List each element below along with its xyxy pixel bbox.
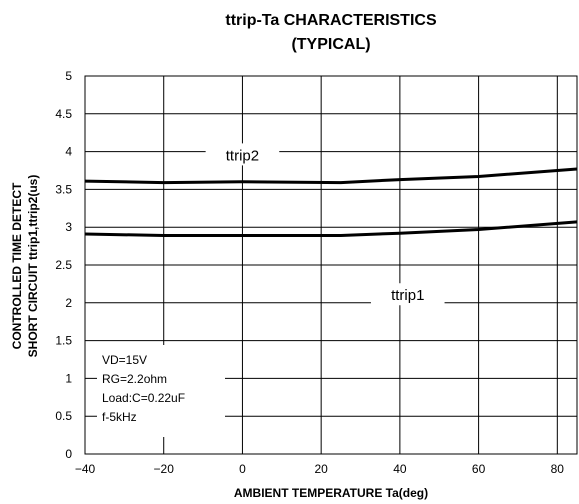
- annotation-background: [97, 345, 225, 437]
- chart-title-line-1: ttrip-Ta CHARACTERISTICS: [225, 12, 437, 29]
- y-tick-label: 4: [65, 145, 72, 159]
- gridlines: [84, 75, 578, 455]
- series-label-background: [370, 283, 445, 306]
- series-label-ttrip1: ttrip1: [391, 287, 424, 304]
- x-tick-label: 0: [239, 462, 246, 476]
- y-tick-label: 1.5: [55, 334, 72, 348]
- y-tick-labels: 0 0.5 1 1.5 2 2.5 3 3.5 4 4.5 5: [55, 69, 72, 461]
- x-tick-label: 40: [393, 462, 407, 476]
- chart-title-line-2: (TYPICAL): [291, 36, 370, 53]
- y-tick-label: 0: [65, 447, 72, 461]
- y-tick-label: 4.5: [55, 107, 72, 121]
- y-tick-label: 3: [65, 220, 72, 234]
- x-tick-label: 20: [314, 462, 328, 476]
- annotation-line: VD=15V: [102, 353, 147, 367]
- x-tick-label: 60: [472, 462, 486, 476]
- y-tick-label: 2.5: [55, 258, 72, 272]
- x-tick-label: −20: [154, 462, 175, 476]
- y-tick-label: 0.5: [55, 409, 72, 423]
- y-tick-label: 3.5: [55, 182, 72, 196]
- x-tick-labels: −40 −20 0 20 40 60 80: [75, 462, 564, 476]
- x-tick-label: −40: [75, 462, 96, 476]
- annotation-line: Load:C=0.22uF: [102, 391, 185, 405]
- series-line-ttrip2: [84, 167, 578, 185]
- series-labels: ttrip2 ttrip1: [205, 143, 445, 306]
- annotation-line: RG=2.2ohm: [102, 372, 167, 386]
- x-tick-label: 80: [551, 462, 565, 476]
- y-axis-label-line-2: SHORT CIRCUIT ttrip1,ttrip2(us): [26, 175, 40, 358]
- y-tick-label: 2: [65, 296, 72, 310]
- series-label-background: [205, 143, 280, 166]
- y-tick-label: 5: [65, 69, 72, 83]
- annotation-line: f-5kHz: [102, 410, 137, 424]
- series-lines: [84, 167, 578, 237]
- series-line-ttrip1: [84, 220, 578, 237]
- y-axis-label-line-1: CONTROLLED TIME DETECT: [10, 182, 24, 349]
- series-label-ttrip2: ttrip2: [226, 147, 259, 164]
- y-tick-label: 1: [65, 371, 72, 385]
- conditions-annotation: VD=15V RG=2.2ohm Load:C=0.22uF f-5kHz: [97, 345, 225, 437]
- x-axis-label: AMBIENT TEMPERATURE Ta(deg): [234, 486, 428, 500]
- plot-frame: [84, 75, 578, 455]
